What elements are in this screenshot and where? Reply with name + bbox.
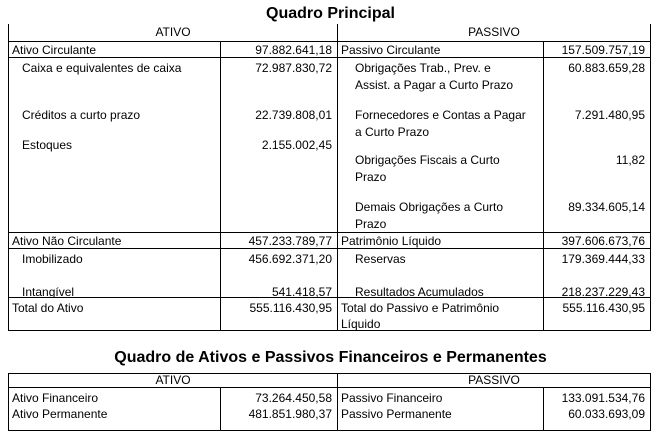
patrimonio-liquido-detail-values: 179.369.444,33 218.237.229,43 bbox=[543, 249, 650, 297]
passivo-circulante-detail-labels: Obrigações Trab., Prev. e Assist. a Paga… bbox=[337, 58, 543, 232]
passivo-financeiro-values: 133.091.534,76 60.033.693,09 bbox=[543, 388, 650, 430]
quadro-financeiro-header-ativo: ATIVO bbox=[155, 374, 191, 387]
detail-value: 11,82 bbox=[615, 153, 645, 167]
detail-label: Demais Obrigações a Curto Prazo bbox=[355, 200, 504, 231]
total-ativo-label-cell: Total do Ativo bbox=[9, 298, 220, 330]
detail-value: 7.291.480,95 bbox=[574, 108, 645, 122]
quadro-principal-header-ativo: ATIVO bbox=[155, 25, 191, 39]
row-label: Passivo Financeiro bbox=[341, 391, 443, 405]
row-nao-circulante: Ativo Não Circulante 457.233.789,77 Patr… bbox=[9, 232, 650, 248]
quadro-financeiro-table: ATIVO PASSIVO Ativo Financeiro Ativo Per… bbox=[8, 373, 651, 431]
detail-label: Imobilizado bbox=[22, 252, 83, 266]
detail-value: 2.155.002,45 bbox=[261, 138, 332, 152]
section-circulante-detail: Caixa e equivalentes de caixa Créditos a… bbox=[9, 57, 650, 232]
ativo-circulante-detail-labels: Caixa e equivalentes de caixa Créditos a… bbox=[9, 58, 220, 232]
detail-value: 60.883.659,28 bbox=[568, 61, 645, 75]
detail-label: Reservas bbox=[355, 252, 406, 266]
ativo-circulante-detail-values: 72.987.830,72 22.739.808,01 2.155.002,45 bbox=[220, 58, 337, 232]
row-circulante: Ativo Circulante 97.882.641,18 Passivo C… bbox=[9, 41, 650, 57]
passivo-circulante-label: Passivo Circulante bbox=[337, 42, 543, 57]
row-label: Ativo Financeiro bbox=[12, 391, 99, 405]
quadro-financeiro-body: Ativo Financeiro Ativo Permanente 73.264… bbox=[9, 388, 650, 430]
quadro-principal-title: Quadro Principal bbox=[266, 5, 395, 22]
ativo-nao-circulante-detail-values: 456.692.371,20 541.418,57 bbox=[220, 249, 337, 297]
ativo-circulante-label: Ativo Circulante bbox=[12, 43, 97, 57]
total-passivo-value-cell: 555.116.430,95 bbox=[543, 298, 650, 330]
patrimonio-liquido-label: Patrimônio Líquido bbox=[337, 233, 543, 248]
detail-label: Obrigações Trab., Prev. e Assist. a Paga… bbox=[355, 61, 514, 92]
passivo-circulante-value: 157.509.757,19 bbox=[543, 42, 650, 57]
quadro-principal-table: ATIVO PASSIVO Ativo Circulante 97.882.64… bbox=[8, 24, 651, 331]
detail-label: Fornecedores e Contas a Pagar a Curto Pr… bbox=[355, 108, 526, 139]
row-label: Passivo Permanente bbox=[341, 407, 452, 421]
quadro-principal-header-passivo: PASSIVO bbox=[337, 24, 650, 41]
total-ativo-label: Total do Ativo bbox=[12, 301, 84, 315]
quadro-financeiro-title: Quadro de Ativos e Passivos Financeiros … bbox=[114, 349, 547, 366]
detail-value: 541.418,57 bbox=[271, 285, 332, 297]
detail-label: Estoques bbox=[22, 138, 73, 152]
total-passivo-label: Total do Passivo e Patrimônio Líquido bbox=[341, 301, 500, 330]
ativo-nao-circulante-label: Ativo Não Circulante bbox=[12, 234, 122, 248]
row-value: 73.264.450,58 bbox=[255, 391, 332, 405]
row-label: Ativo Permanente bbox=[12, 407, 108, 421]
detail-value: 72.987.830,72 bbox=[255, 61, 332, 75]
detail-label: Resultados Acumulados bbox=[355, 285, 484, 297]
ativo-nao-circulante-detail-labels: Imobilizado Intangível bbox=[9, 249, 220, 297]
detail-value: 179.369.444,33 bbox=[561, 252, 645, 266]
passivo-circulante-detail-values: 60.883.659,28 7.291.480,95 11,82 89.334.… bbox=[543, 58, 650, 232]
detail-label: Créditos a curto prazo bbox=[22, 108, 141, 122]
total-ativo-value: 555.116.430,95 bbox=[249, 301, 332, 315]
detail-label: Obrigações Fiscais a Curto Prazo bbox=[355, 153, 500, 184]
ativo-financeiro-labels: Ativo Financeiro Ativo Permanente bbox=[9, 388, 220, 430]
passivo-financeiro-labels: Passivo Financeiro Passivo Permanente bbox=[337, 388, 543, 430]
ativo-financeiro-values: 73.264.450,58 481.851.980,37 bbox=[220, 388, 337, 430]
row-value: 481.851.980,37 bbox=[248, 407, 332, 421]
total-passivo-label-cell: Total do Passivo e Patrimônio Líquido bbox=[337, 298, 543, 330]
detail-label: Intangível bbox=[22, 285, 75, 297]
row-value: 60.033.693,09 bbox=[568, 407, 645, 421]
detail-label: Caixa e equivalentes de caixa bbox=[22, 61, 182, 75]
row-totals: Total do Ativo 555.116.430,95 Total do P… bbox=[9, 297, 650, 330]
detail-value: 22.739.808,01 bbox=[255, 108, 332, 122]
total-ativo-value-cell: 555.116.430,95 bbox=[220, 298, 337, 330]
patrimonio-liquido-detail-labels: Reservas Resultados Acumulados bbox=[337, 249, 543, 297]
ativo-nao-circulante-value: 457.233.789,77 bbox=[220, 233, 337, 248]
quadro-financeiro-header-passivo: PASSIVO bbox=[337, 374, 650, 387]
detail-value: 89.334.605,14 bbox=[568, 200, 645, 214]
section-nao-circulante-detail: Imobilizado Intangível 456.692.371,20 54… bbox=[9, 248, 650, 297]
patrimonio-liquido-value: 397.606.673,76 bbox=[543, 233, 650, 248]
quadro-principal-header-row: ATIVO PASSIVO bbox=[9, 24, 650, 41]
total-passivo-value: 555.116.430,95 bbox=[562, 301, 645, 315]
row-value: 133.091.534,76 bbox=[561, 391, 645, 405]
detail-value: 218.237.229,43 bbox=[561, 285, 645, 297]
ativo-circulante-value: 97.882.641,18 bbox=[220, 42, 337, 57]
quadro-financeiro-header-row: ATIVO PASSIVO bbox=[9, 373, 650, 388]
detail-value: 456.692.371,20 bbox=[248, 252, 332, 266]
